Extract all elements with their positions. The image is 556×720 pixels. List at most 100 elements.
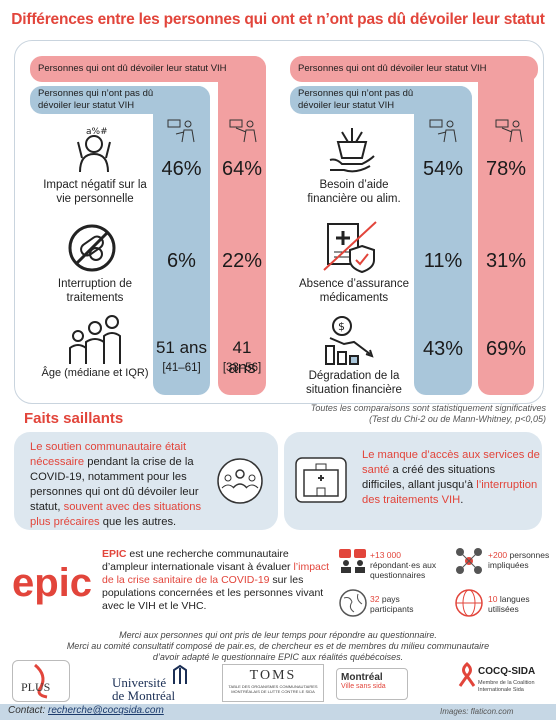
person-showing-card-icon — [228, 118, 258, 149]
highlight-right-text2: . — [460, 494, 464, 506]
insurance-icon — [322, 218, 380, 279]
row-label-insurance: Absence d’assurance médicaments — [299, 278, 409, 304]
respondents-icon — [338, 548, 368, 579]
stat-respondents: +13 000 répondant·es aux questionnaires — [370, 550, 450, 580]
contact-email-link[interactable]: recherche@cocqsida.com — [48, 705, 164, 716]
stat-people: +200 personnes impliquées — [488, 550, 550, 570]
footnote-line1: Toutes les comparaisons sont statistique… — [310, 403, 546, 413]
montreal-logo-sub: Ville sans sida — [341, 683, 386, 690]
legend-disclosed-label-right: Personnes qui ont dû dévoiler leur statu… — [298, 63, 487, 74]
highlight-left-red2: souvent avec des situations plus précair… — [30, 501, 202, 528]
legend-not-disclosed-label-right: Personnes qui n’ont pas dû dévoiler leur… — [298, 88, 414, 111]
toms-logo: TOMS TABLE DES ORGANISMES COMMUNAUTAIRES… — [222, 664, 324, 702]
globe-icon — [338, 588, 368, 623]
food-aid-icon — [326, 124, 378, 181]
value-age-not-disclosed: 51 ans — [155, 338, 208, 357]
stat-people-label: personnes impliquées — [488, 550, 550, 570]
family-icon — [64, 310, 124, 371]
highlights-heading: Faits saillants — [24, 410, 124, 427]
plus-logo-text: PLUS — [21, 680, 50, 694]
value-insurance-not-disclosed: 11% — [423, 250, 463, 272]
value-financial-not-disclosed: 43% — [422, 338, 464, 360]
value-impact-disclosed: 64% — [221, 158, 263, 180]
toms-logo-text: TOMS — [249, 668, 297, 683]
row-label-age: Âge (médiane et IQR) — [41, 367, 149, 379]
value-impact-not-disclosed: 46% — [161, 158, 202, 180]
svg-text:$: $ — [338, 320, 345, 333]
range-age-disclosed: [33–56] — [222, 362, 262, 374]
no-pills-icon — [66, 222, 118, 279]
row-label-financial: Dégradation de la situation financière — [306, 370, 402, 396]
epic-name: EPIC — [102, 548, 127, 560]
epic-description: EPIC est une recherche communautaire d’a… — [102, 548, 330, 613]
highlight-text-right: Le manque d’accès aux services de santé … — [362, 448, 540, 508]
stat-countries-value: 32 — [370, 594, 380, 604]
image-credits: Images: flaticon.com — [440, 707, 514, 716]
stat-languages-label: langues utilisées — [488, 594, 530, 614]
range-age-not-disclosed: [41–61] — [162, 362, 201, 374]
value-financial-disclosed: 69% — [485, 338, 527, 360]
legend-not-disclosed-label: Personnes qui n’ont pas dû dévoiler leur… — [38, 88, 154, 111]
cocq-logo-text: COCQ-SIDA — [478, 666, 536, 677]
highlight-right-red1: Le manque d’accès aux services de santé — [362, 449, 540, 476]
value-interruption-not-disclosed: 6% — [167, 250, 196, 272]
thanks-line1: Merci aux personnes qui ont pris de leur… — [119, 630, 437, 640]
legend-disclosed-label: Personnes qui ont dû dévoiler leur statu… — [38, 63, 227, 74]
highlight-text-left: Le soutien communautaire était nécessair… — [30, 440, 210, 530]
udem-line2: de Montréal — [112, 688, 176, 703]
value-aid-disclosed: 78% — [485, 158, 527, 180]
udem-line1: Université — [112, 675, 167, 690]
thanks-line3: d’avoir adapté le questionnaire EPIC aux… — [152, 652, 404, 662]
udem-emblem-icon — [172, 664, 188, 691]
value-interruption-disclosed: 22% — [221, 250, 263, 272]
epic-text1: est une recherche communautaire d’ampleu… — [102, 548, 294, 573]
highlight-left-text2: que les autres. — [99, 516, 177, 528]
financial-decline-icon: $ — [322, 314, 378, 371]
people-network-icon — [454, 546, 484, 581]
footer-bar — [0, 704, 556, 720]
hospital-icon — [294, 456, 348, 509]
footnote: Toutes les comparaisons sont statistique… — [260, 403, 546, 425]
epic-text2: sur les populations concernées et les pe… — [102, 574, 324, 612]
highlight-left-text1: pendant la crise de la COVID-19, notamme… — [30, 456, 199, 513]
stat-respondents-value: +13 000 — [370, 550, 401, 560]
cocq-logo-sub: Membre de la Coalition Internationale Si… — [478, 680, 535, 693]
thanks-text: Merci aux personnes qui ont pris de leur… — [10, 630, 546, 663]
person-showing-card-icon-right — [494, 118, 524, 149]
contact-label: Contact: — [8, 705, 46, 716]
cocq-ribbon-icon — [458, 662, 476, 693]
epic-red: l’impact de la crise sanitaire de la COV… — [102, 561, 330, 586]
page-title: Différences entre les personnes qui ont … — [11, 11, 545, 28]
stat-countries-label: pays participants — [370, 594, 414, 614]
languages-globe-icon — [454, 588, 484, 623]
highlight-left-red1: Le soutien communautaire était nécessair… — [30, 441, 187, 468]
column-not-disclosed-right — [414, 86, 472, 395]
stat-countries: 32 pays participants — [370, 594, 440, 614]
toms-logo-sub: TABLE DES ORGANISMES COMMUNAUTAIRES MONT… — [228, 684, 318, 694]
stat-languages-value: 10 — [488, 594, 498, 604]
value-age-disclosed: 41 ans — [228, 338, 256, 377]
value-insurance-disclosed: 31% — [485, 250, 527, 272]
column-disclosed-left — [218, 56, 266, 395]
stressed-person-icon: a%# — [66, 124, 122, 179]
stat-people-value: +200 — [488, 550, 508, 560]
highlight-right-red2: l’interruption des traitements VIH — [362, 479, 538, 506]
row-label-impact: Impact négatif sur la vie personnelle — [43, 179, 147, 205]
stat-languages: 10 langues utilisées — [488, 594, 550, 614]
person-not-showing-card-icon-right — [428, 118, 458, 149]
epic-logo-text: epic — [12, 561, 92, 605]
row-label-interruption: Interruption de traitements — [57, 278, 133, 304]
footnote-line2: (Test du Chi-2 ou de Mann-Whitney, p<0,0… — [369, 414, 546, 424]
epic-logo: epic — [10, 556, 100, 606]
montreal-logo-text: Montréal — [341, 672, 383, 683]
montreal-logo: Montréal Ville sans sida — [336, 668, 408, 700]
plus-logo: PLUS — [12, 660, 70, 702]
community-support-icon — [210, 456, 270, 511]
row-label-aid: Besoin d’aide financière ou alim. — [307, 179, 401, 205]
stat-respondents-label: répondant·es aux questionnaires — [370, 560, 437, 580]
svg-text:a%#: a%# — [86, 127, 108, 137]
column-not-disclosed-left — [153, 86, 210, 395]
udem-logo: Université de Montréal — [112, 676, 175, 702]
contact: Contact: recherche@cocqsida.com — [8, 705, 164, 716]
value-aid-not-disclosed: 54% — [422, 158, 464, 180]
